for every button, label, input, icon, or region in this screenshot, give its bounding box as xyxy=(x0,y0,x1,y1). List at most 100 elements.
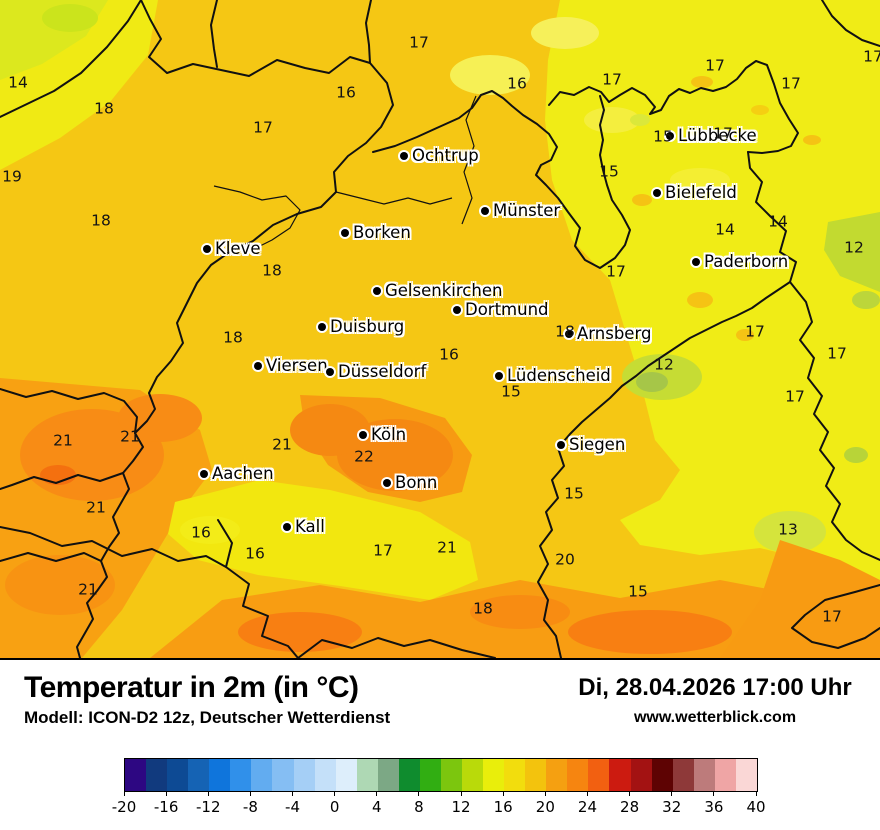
colorbar-segment xyxy=(546,759,568,791)
temperature-label: 15 xyxy=(653,127,673,146)
page-title: Temperatur in 2m (in °C) xyxy=(24,671,359,704)
colorbar-segment xyxy=(714,759,736,791)
city-dot-icon xyxy=(383,479,391,487)
colorbar-tick-label: 40 xyxy=(746,798,766,816)
temperature-label: 17 xyxy=(705,56,725,75)
colorbar-tick-label: -16 xyxy=(153,798,179,816)
city-dot-icon xyxy=(453,306,461,314)
colorbar-segment xyxy=(630,759,652,791)
colorbar-tick xyxy=(418,791,420,796)
temperature-label: 17 xyxy=(409,33,429,52)
colorbar-segment xyxy=(356,759,378,791)
city-dot-icon xyxy=(200,470,208,478)
temperature-label: 17 xyxy=(745,322,765,341)
temperature-label: 18 xyxy=(91,211,111,230)
colorbar-tick xyxy=(629,791,631,796)
colorbar-tick xyxy=(544,791,546,796)
temperature-label: 14 xyxy=(768,212,788,231)
temperature-label: 16 xyxy=(245,544,265,563)
city-label: Kall xyxy=(295,517,325,536)
colorbar-segment xyxy=(483,759,505,791)
temperature-label: 16 xyxy=(439,345,459,364)
city-dot-icon xyxy=(692,258,700,266)
city-label: Kleve xyxy=(215,239,261,258)
temperature-label: 18 xyxy=(223,328,243,347)
colorbar-segment xyxy=(504,759,526,791)
colorbar-segment xyxy=(272,759,294,791)
colorbar-tick-label: 0 xyxy=(329,798,340,816)
colorbar-tick-label: 32 xyxy=(662,798,682,816)
colorbar-tick xyxy=(334,791,336,796)
colorbar-band: -20 -16 -12 -8 -4 0 4 8 12 16 20 24 28 32 36 40 xyxy=(0,746,880,830)
colorbar-tick-label: 8 xyxy=(414,798,424,816)
colorbar-segment xyxy=(293,759,315,791)
map-labels-overlay: Ochtrup Münster Lübbecke Bielefeld Paderborn… xyxy=(2,33,880,626)
city-dot-icon xyxy=(203,245,211,253)
colorbar-tick xyxy=(671,791,673,796)
colorbar-segment xyxy=(314,759,336,791)
city-label: Arnsberg xyxy=(577,324,652,343)
colorbar-tick xyxy=(123,791,125,796)
colorbar-segment xyxy=(567,759,589,791)
city-dot-icon xyxy=(666,132,674,140)
city-label: Borken xyxy=(353,223,411,242)
colorbar-tick-label: 12 xyxy=(451,798,471,816)
temperature-label: 18 xyxy=(473,599,493,618)
colorbar-segment xyxy=(693,759,715,791)
map-base-art xyxy=(0,0,880,658)
colorbar-tick xyxy=(165,791,167,796)
temperature-label: 17 xyxy=(785,387,805,406)
colorbar-tick-label: -8 xyxy=(242,798,258,816)
website-label: www.wetterblick.com xyxy=(633,709,797,726)
city-label: Bonn xyxy=(395,473,438,492)
temperature-label: 21 xyxy=(437,538,457,557)
temperature-label: 17 xyxy=(822,607,842,626)
city-dot-icon xyxy=(326,368,334,376)
colorbar-tick-label: -20 xyxy=(111,798,137,816)
colorbar-segment xyxy=(419,759,441,791)
temperature-label: 16 xyxy=(191,523,211,542)
colorbar-segment xyxy=(735,759,757,791)
colorbar-segment xyxy=(609,759,631,791)
city-label: Paderborn xyxy=(704,252,789,271)
city-dot-icon xyxy=(318,323,326,331)
city-dot-icon xyxy=(495,372,503,380)
header-right: Di, 28.04.2026 17:00 Uhr www.wetterblick… xyxy=(565,674,865,727)
colorbar-segment xyxy=(335,759,357,791)
colorbar-tick-label: -4 xyxy=(285,798,301,816)
city-dot-icon xyxy=(373,287,381,295)
city-label: Ochtrup xyxy=(412,146,479,165)
colorbar-segment xyxy=(251,759,273,791)
colorbar-tick-label: 20 xyxy=(535,798,555,816)
temperature-label: 21 xyxy=(78,580,98,599)
temperature-label: 17 xyxy=(253,118,273,137)
colorbar-segment xyxy=(651,759,673,791)
temperature-label: 21 xyxy=(272,435,292,454)
temperature-label: 16 xyxy=(507,74,527,93)
city-dot-icon xyxy=(283,523,291,531)
temperature-label: 15 xyxy=(501,382,521,401)
colorbar-tick xyxy=(460,791,462,796)
colorbar xyxy=(124,758,758,792)
temperature-label: 21 xyxy=(86,498,106,517)
colorbar-segment xyxy=(525,759,547,791)
temperature-label: 13 xyxy=(778,520,798,539)
temperature-label: 17 xyxy=(606,262,626,281)
colorbar-tick xyxy=(207,791,209,796)
temperature-label: 12 xyxy=(654,355,674,374)
datetime-label: Di, 28.04.2026 17:00 Uhr xyxy=(578,674,852,701)
colorbar-segment xyxy=(440,759,462,791)
colorbar-segment xyxy=(167,759,189,791)
temperature-label: 15 xyxy=(564,484,584,503)
colorbar-tick-label: 28 xyxy=(620,798,640,816)
temperature-label: 17 xyxy=(827,344,847,363)
colorbar-tick-label: 24 xyxy=(577,798,597,816)
colorbar-tick xyxy=(586,791,588,796)
colorbar-labels: -20 -16 -12 -8 -4 0 4 8 12 16 20 24 28 32 36 40 xyxy=(112,798,766,818)
city-label: Dortmund xyxy=(465,300,549,319)
temperature-label: 17 xyxy=(373,541,393,560)
colorbar-tick xyxy=(292,791,294,796)
temperature-label: 16 xyxy=(336,83,356,102)
colorbar-segment xyxy=(230,759,252,791)
colorbar-tick-label: 36 xyxy=(704,798,724,816)
